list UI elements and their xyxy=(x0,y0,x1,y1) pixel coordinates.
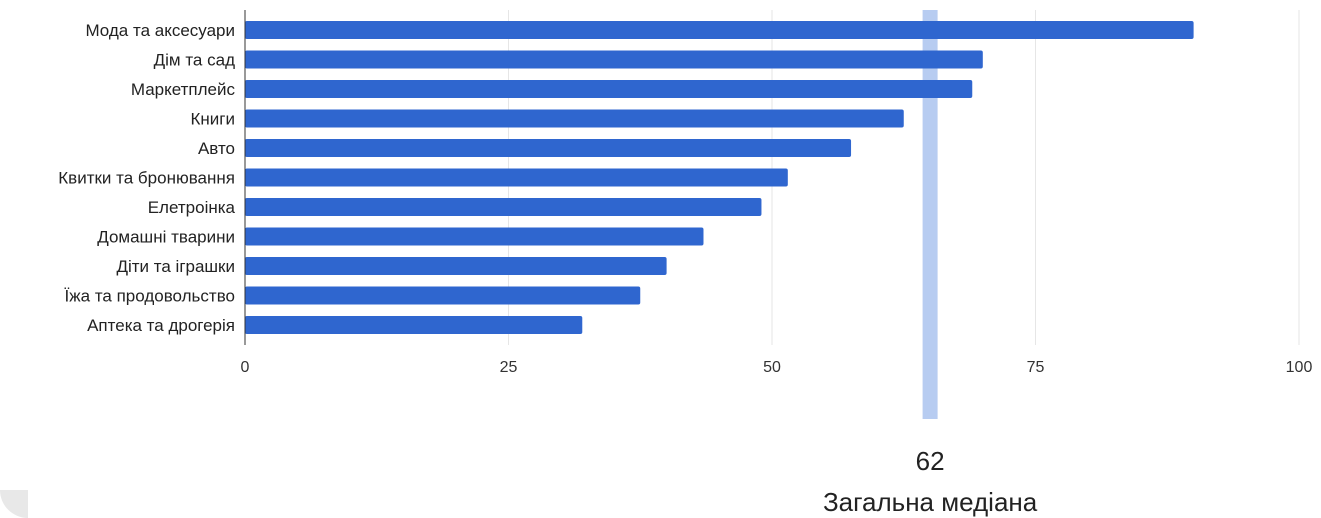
category-label: Діти та іграшки xyxy=(116,257,235,276)
category-label: Книги xyxy=(191,110,235,129)
corner-shade xyxy=(0,490,28,518)
median-caption-label: Загальна медіана xyxy=(823,487,1038,517)
bars-layer xyxy=(245,21,1194,334)
x-tick-label: 0 xyxy=(241,359,250,376)
x-tick-label: 25 xyxy=(500,359,518,376)
category-label: Маркетплейс xyxy=(131,80,236,99)
category-label: Домашні тварини xyxy=(97,228,235,247)
x-tick-labels: 0 25 50 75 100 xyxy=(241,359,1313,376)
bar xyxy=(245,80,973,98)
bar xyxy=(245,21,1194,39)
bar xyxy=(245,286,641,305)
bar xyxy=(245,316,583,334)
median-band xyxy=(922,10,938,419)
bar xyxy=(245,168,788,187)
bar xyxy=(245,109,904,128)
category-label: Елетроінка xyxy=(148,198,236,217)
category-label: Мода та аксесуари xyxy=(85,21,235,40)
median-layer xyxy=(922,10,938,419)
bar xyxy=(245,50,983,69)
category-label: Дім та сад xyxy=(154,51,235,70)
category-label: Аптека та дрогерія xyxy=(87,316,235,335)
category-label: Їжа та продовольство xyxy=(65,287,235,306)
x-tick-label: 50 xyxy=(763,359,781,376)
bar xyxy=(245,198,762,216)
bar xyxy=(245,257,667,275)
bar xyxy=(245,139,852,157)
bar xyxy=(245,227,704,246)
category-labels: Мода та аксесуари Дім та сад Маркетплейс Кн… xyxy=(58,21,235,335)
x-tick-label: 100 xyxy=(1286,359,1313,376)
category-label: Квитки та бронювання xyxy=(58,169,235,188)
x-tick-label: 75 xyxy=(1027,359,1045,376)
category-label: Авто xyxy=(198,139,235,158)
median-value-label: 62 xyxy=(916,446,945,476)
